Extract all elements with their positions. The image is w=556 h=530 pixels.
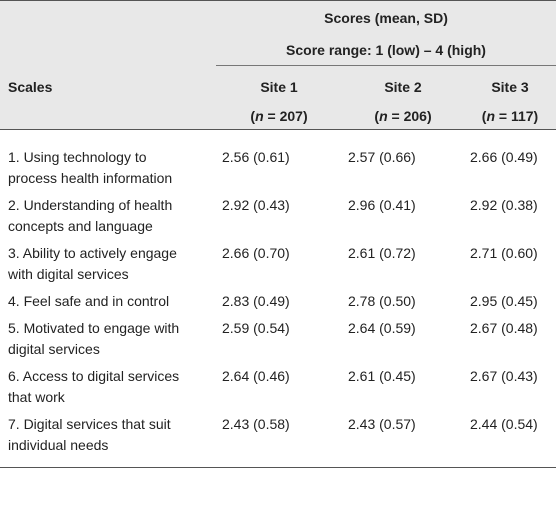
- empty-cell: [0, 108, 216, 130]
- score-cell: 2.83 (0.49): [222, 293, 290, 309]
- score-cell: 2.64 (0.46): [222, 368, 290, 384]
- scale-label: 6. Access to digital services that work: [8, 368, 180, 405]
- table-row: 3. Ability to actively engage with digit…: [0, 237, 556, 285]
- score-cell: 2.95 (0.45): [470, 293, 538, 309]
- scores-table: Scores (mean, SD) Score range: 1 (low) –…: [0, 0, 556, 468]
- score-cell: 2.61 (0.45): [348, 368, 416, 384]
- empty-cell: [0, 36, 216, 66]
- empty-cell: [0, 1, 216, 36]
- score-cell: 2.71 (0.60): [470, 245, 538, 261]
- header-row: Scores (mean, SD): [0, 0, 556, 36]
- site-n: (n = 117): [481, 107, 539, 124]
- score-range: Score range: 1 (low) – 4 (high): [216, 35, 556, 66]
- scale-label: 7. Digital services that suit individual…: [8, 416, 171, 453]
- score-cell: 2.96 (0.41): [348, 197, 416, 213]
- table-row: 6. Access to digital services that work 2…: [0, 360, 556, 408]
- scale-label: 5. Motivated to engage with digital serv…: [8, 320, 180, 357]
- table-row: 5. Motivated to engage with digital serv…: [0, 312, 556, 360]
- site-name: Site 1: [260, 78, 298, 95]
- site-n: (n = 207): [250, 107, 308, 124]
- table-header: Scores (mean, SD) Score range: 1 (low) –…: [0, 0, 556, 130]
- header-row: Scales Site 1 Site 2 Site 3: [0, 65, 556, 108]
- site-n: (n = 206): [374, 107, 432, 124]
- score-cell: 2.67 (0.43): [470, 368, 538, 384]
- score-cell: 2.92 (0.38): [470, 197, 538, 213]
- header-row: Score range: 1 (low) – 4 (high): [0, 35, 556, 66]
- scores-heading: Scores (mean, SD): [324, 10, 448, 27]
- score-cell: 2.56 (0.61): [222, 149, 290, 165]
- header-row: (n = 207) (n = 206) (n = 117): [0, 107, 556, 130]
- score-cell: 2.66 (0.49): [470, 149, 538, 165]
- table-row: 2. Understanding of health concepts and …: [0, 189, 556, 237]
- score-cell: 2.44 (0.54): [470, 416, 538, 432]
- scale-label: 1. Using technology to process health in…: [8, 149, 173, 186]
- scale-label: 3. Ability to actively engage with digit…: [8, 245, 177, 282]
- score-cell: 2.67 (0.48): [470, 320, 538, 336]
- score-cell: 2.43 (0.57): [348, 416, 416, 432]
- table-row: 1. Using technology to process health in…: [0, 130, 556, 190]
- score-cell: 2.57 (0.66): [348, 149, 416, 165]
- site-name: Site 3: [491, 78, 529, 95]
- score-cell: 2.92 (0.43): [222, 197, 290, 213]
- scale-label: 2. Understanding of health concepts and …: [8, 197, 173, 234]
- table-body: 1. Using technology to process health in…: [0, 130, 556, 468]
- table-row: 7. Digital services that suit individual…: [0, 408, 556, 468]
- site-name: Site 2: [384, 78, 422, 95]
- scales-heading: Scales: [8, 78, 53, 95]
- score-cell: 2.43 (0.58): [222, 416, 290, 432]
- score-cell: 2.59 (0.54): [222, 320, 290, 336]
- score-cell: 2.64 (0.59): [348, 320, 416, 336]
- score-cell: 2.61 (0.72): [348, 245, 416, 261]
- scale-label: 4. Feel safe and in control: [8, 293, 170, 309]
- score-cell: 2.66 (0.70): [222, 245, 290, 261]
- table-row: 4. Feel safe and in control 2.83 (0.49) 2.…: [0, 285, 556, 312]
- score-cell: 2.78 (0.50): [348, 293, 416, 309]
